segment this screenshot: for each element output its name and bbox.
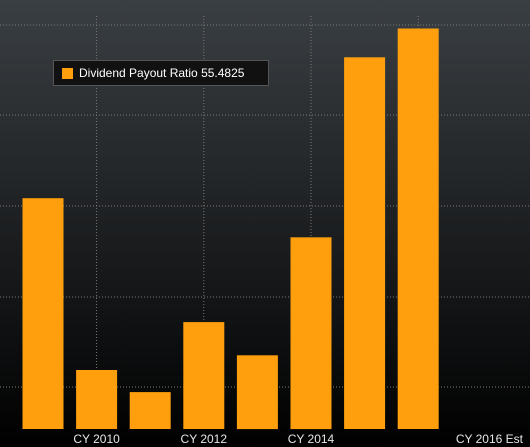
bar	[183, 322, 225, 429]
x-tick-label: CY 2016 Est	[456, 432, 524, 446]
bar	[344, 57, 386, 430]
legend-label: Dividend Payout Ratio	[79, 66, 198, 80]
bar	[22, 198, 64, 429]
bars	[22, 28, 439, 430]
bar	[129, 392, 171, 429]
bar	[236, 355, 278, 430]
legend-value: 55.4825	[201, 66, 245, 80]
x-tick-label: CY 2010	[73, 432, 120, 446]
x-axis-ticks: CY 2010 CY 2012 CY 2014 CY 2016 Est	[73, 432, 523, 446]
bar	[76, 370, 118, 429]
bar	[397, 28, 439, 429]
legend: Dividend Payout Ratio 55.4825	[53, 60, 269, 86]
bar	[290, 237, 332, 430]
x-tick-label: CY 2012	[181, 432, 228, 446]
x-tick-label: CY 2014	[288, 432, 335, 446]
legend-swatch	[62, 67, 73, 79]
